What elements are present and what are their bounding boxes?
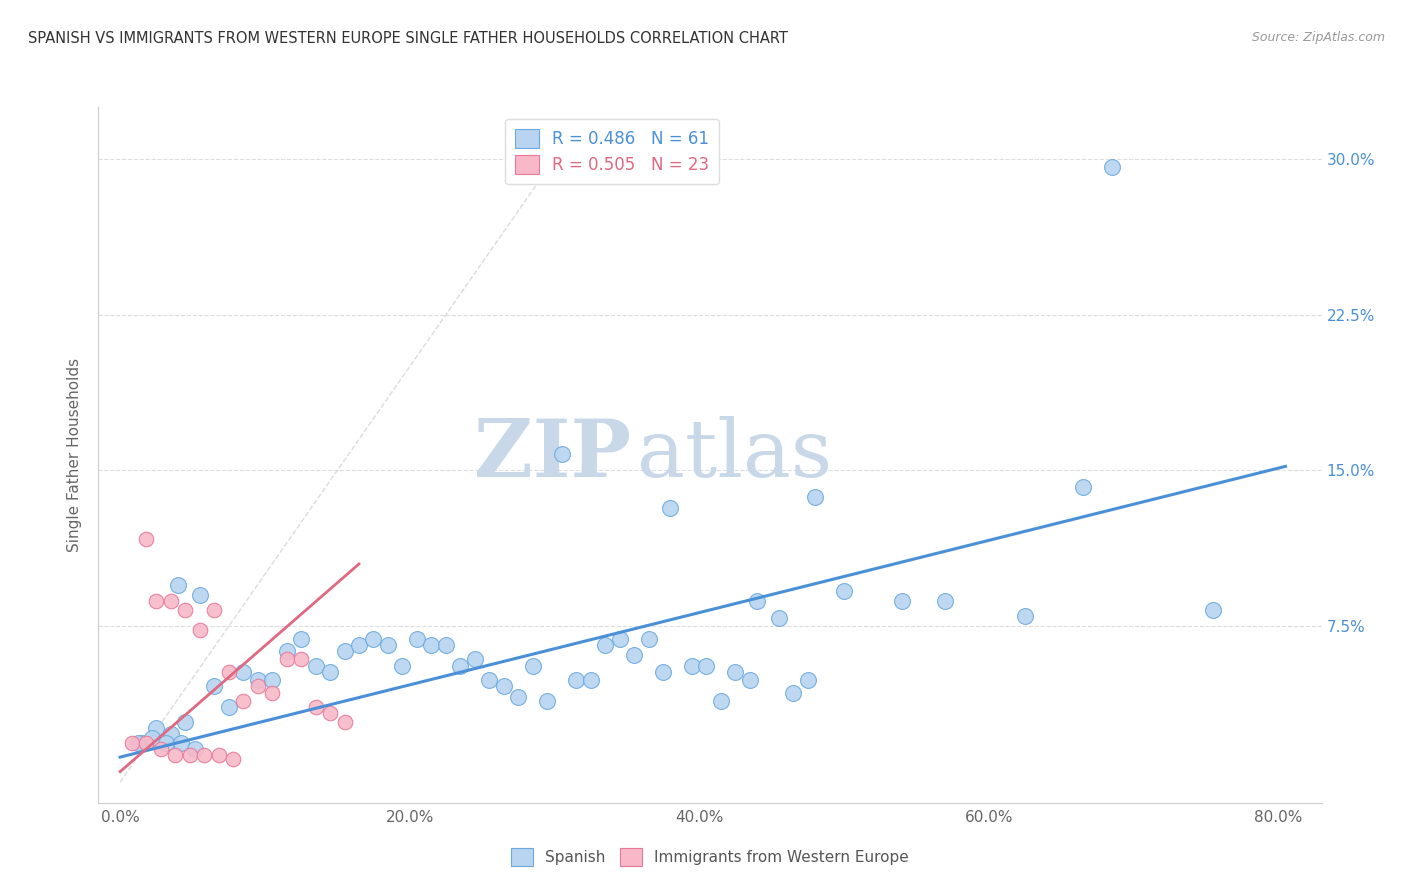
Point xyxy=(155,735,177,749)
Text: Source: ZipAtlas.com: Source: ZipAtlas.com xyxy=(1251,31,1385,45)
Point xyxy=(508,690,530,704)
Point xyxy=(934,594,956,608)
Point xyxy=(319,706,342,721)
Point xyxy=(135,532,157,546)
Point xyxy=(695,658,717,673)
Point xyxy=(222,752,245,766)
Legend: Spanish, Immigrants from Western Europe: Spanish, Immigrants from Western Europe xyxy=(505,842,915,871)
Point xyxy=(159,727,181,741)
Point xyxy=(1101,161,1123,175)
Point xyxy=(246,680,269,694)
Point xyxy=(121,735,143,749)
Point xyxy=(832,584,855,599)
Point xyxy=(391,658,413,673)
Point xyxy=(782,686,804,700)
Point xyxy=(207,747,229,762)
Point xyxy=(1014,608,1036,623)
Point xyxy=(804,491,827,505)
Point xyxy=(188,588,211,602)
Point xyxy=(579,673,602,688)
Text: ZIP: ZIP xyxy=(474,416,630,494)
Point xyxy=(131,735,153,749)
Point xyxy=(333,644,356,658)
Point xyxy=(1071,480,1094,494)
Point xyxy=(768,611,790,625)
Point xyxy=(202,680,225,694)
Point xyxy=(681,658,703,673)
Point xyxy=(745,594,768,608)
Point xyxy=(593,638,616,652)
Point xyxy=(188,624,211,638)
Text: atlas: atlas xyxy=(637,416,832,494)
Point xyxy=(276,644,298,658)
Point xyxy=(406,632,429,646)
Point xyxy=(218,700,240,714)
Point xyxy=(165,747,187,762)
Point xyxy=(478,673,501,688)
Point xyxy=(724,665,747,679)
Point xyxy=(550,447,572,461)
Point xyxy=(232,665,254,679)
Point xyxy=(565,673,588,688)
Point xyxy=(449,658,471,673)
Point xyxy=(170,735,193,749)
Point xyxy=(174,714,197,729)
Point xyxy=(522,658,544,673)
Point xyxy=(738,673,761,688)
Point xyxy=(145,594,167,608)
Point xyxy=(202,602,225,616)
Text: SPANISH VS IMMIGRANTS FROM WESTERN EUROPE SINGLE FATHER HOUSEHOLDS CORRELATION C: SPANISH VS IMMIGRANTS FROM WESTERN EUROP… xyxy=(28,31,787,46)
Point xyxy=(179,747,201,762)
Point xyxy=(141,731,163,746)
Point xyxy=(304,700,326,714)
Point xyxy=(262,686,284,700)
Point xyxy=(135,735,157,749)
Point xyxy=(536,694,558,708)
Point xyxy=(434,638,457,652)
Point xyxy=(174,602,197,616)
Point xyxy=(159,594,181,608)
Point xyxy=(333,714,356,729)
Point xyxy=(184,741,207,756)
Point xyxy=(290,632,312,646)
Point xyxy=(145,721,167,735)
Point xyxy=(637,632,659,646)
Point xyxy=(319,665,342,679)
Point xyxy=(304,658,326,673)
Y-axis label: Single Father Households: Single Father Households xyxy=(67,358,83,552)
Point xyxy=(347,638,370,652)
Point xyxy=(149,741,172,756)
Point xyxy=(652,665,675,679)
Point xyxy=(377,638,399,652)
Point xyxy=(420,638,443,652)
Point xyxy=(246,673,269,688)
Point xyxy=(276,652,298,666)
Point xyxy=(492,680,515,694)
Point xyxy=(218,665,240,679)
Point xyxy=(464,652,486,666)
Point xyxy=(623,648,645,663)
Point xyxy=(127,735,149,749)
Point xyxy=(1202,602,1225,616)
Point xyxy=(262,673,284,688)
Point xyxy=(710,694,733,708)
Point xyxy=(193,747,215,762)
Point xyxy=(167,578,190,592)
Point xyxy=(659,500,682,515)
Point xyxy=(232,694,254,708)
Point xyxy=(363,632,385,646)
Point xyxy=(290,652,312,666)
Point xyxy=(796,673,818,688)
Point xyxy=(609,632,631,646)
Point xyxy=(890,594,912,608)
